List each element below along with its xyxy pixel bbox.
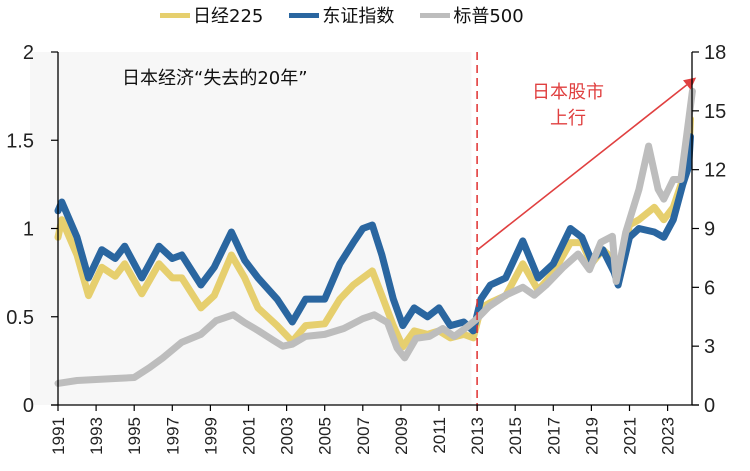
x-tick-label: 2001 [240, 417, 259, 455]
right-tick-label: 9 [704, 219, 715, 241]
x-tick-label: 1999 [201, 417, 220, 455]
trend-label-line2: 上行 [550, 108, 586, 129]
series-layer [54, 87, 696, 387]
axes-layer: 0 0.5 1 1.5 2 0 3 6 9 12 15 18 1991 1993 1995 1997 1999 2… [6, 42, 726, 455]
x-tick-label: 2011 [430, 417, 449, 454]
right-tick-label: 6 [704, 277, 715, 299]
x-tick-label: 2021 [621, 417, 640, 455]
legend-swatch-sp500 [420, 12, 451, 18]
right-tick-label: 18 [704, 42, 726, 64]
legend: 日经225 东证指数 标普500 [160, 2, 550, 28]
x-tick-label: 2015 [506, 417, 525, 455]
x-tick-label: 2009 [392, 417, 411, 455]
legend-label-topix: 东证指数 [322, 6, 395, 27]
legend-label-nikkei: 日经225 [193, 6, 264, 27]
lost-decades-label: 日本经济“失去的20年” [122, 68, 308, 89]
x-tick-label: 1991 [49, 417, 68, 455]
series-line-2 [54, 87, 696, 387]
legend-item-sp500[interactable]: 标普500 [420, 2, 524, 28]
legend-swatch-topix [289, 12, 320, 18]
trend-label-line1: 日本股市 [532, 82, 604, 103]
left-tick-label: 1 [23, 219, 34, 241]
legend-swatch-nikkei [160, 12, 190, 18]
x-tick-label: 2003 [278, 417, 297, 455]
x-tick-label: 2007 [354, 417, 373, 455]
left-tick-label: 0 [23, 395, 34, 417]
right-tick-label: 3 [704, 336, 715, 358]
x-tick-label: 1993 [87, 417, 106, 455]
x-tick-label: 1995 [125, 417, 144, 455]
trend-arrow [476, 84, 688, 251]
legend-item-nikkei[interactable]: 日经225 [160, 2, 263, 28]
x-tick-label: 2013 [468, 417, 487, 455]
left-tick-label: 1.5 [6, 130, 34, 152]
trend-arrow-head [683, 77, 697, 90]
right-tick-label: 12 [704, 160, 726, 182]
x-tick-label: 2023 [659, 417, 678, 455]
x-tick-label: 2005 [316, 417, 335, 455]
left-tick-label: 0.5 [6, 307, 34, 329]
right-tick-label: 15 [704, 101, 726, 123]
right-tick-label: 0 [704, 395, 715, 417]
x-tick-label: 1997 [163, 417, 182, 455]
left-tick-label: 2 [23, 42, 34, 64]
legend-item-topix[interactable]: 东证指数 [289, 2, 394, 28]
x-tick-label: 2019 [582, 417, 601, 455]
x-tick-label: 2017 [544, 417, 563, 455]
legend-label-sp500: 标普500 [453, 6, 524, 27]
